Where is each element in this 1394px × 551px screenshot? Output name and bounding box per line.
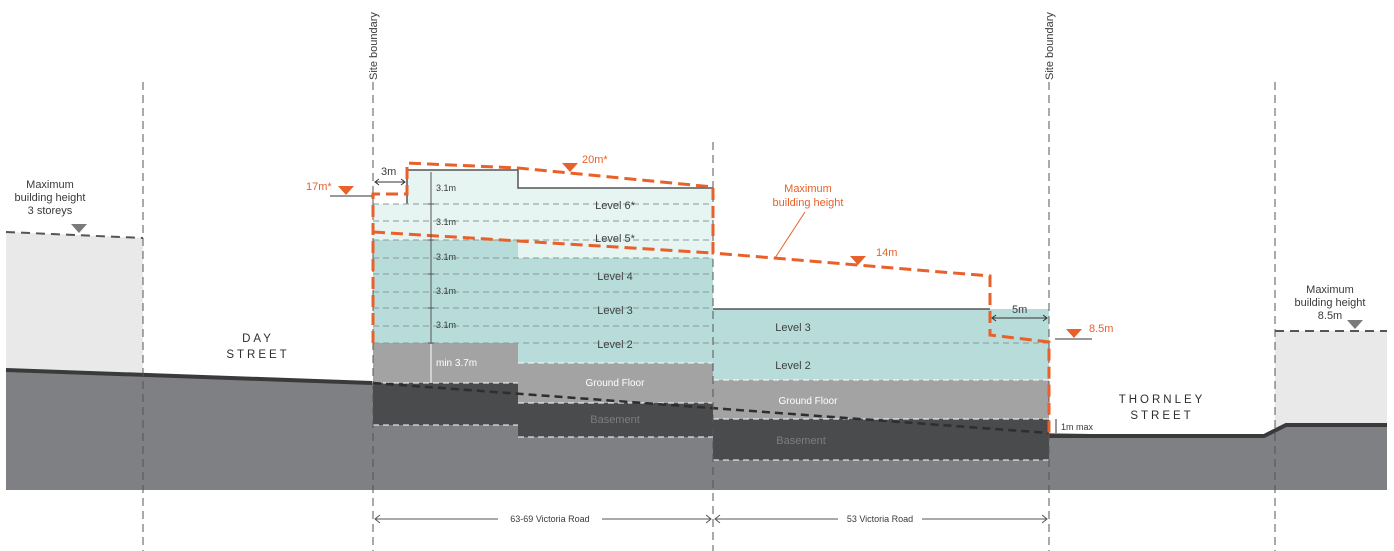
height-14m-label: 14m xyxy=(876,247,897,259)
ground-floor-b-label: Ground Floor xyxy=(779,396,839,407)
floor-dim-1: 3.1m xyxy=(436,183,456,193)
marker-right-neighbour-icon xyxy=(1347,320,1363,329)
thornley-street-label-2: STREET xyxy=(1130,410,1193,422)
site-boundary-right-label: Site boundary xyxy=(1044,12,1056,80)
marker-17m-icon xyxy=(338,186,354,195)
site-boundary-left-label: Site boundary xyxy=(368,12,380,80)
level-2-b-label: Level 2 xyxy=(775,360,810,372)
ground-floor-a-label: Ground Floor xyxy=(586,378,646,389)
floor-dim-5: 3.1m xyxy=(436,320,456,330)
setback-left-label: 3m xyxy=(381,166,396,178)
ground-dim-label: min 3.7m xyxy=(436,358,477,369)
max-height-label-1: Maximum xyxy=(784,183,832,195)
max-height-leader xyxy=(774,211,806,259)
height-17m-label: 17m* xyxy=(306,181,332,193)
right-neighbour-envelope xyxy=(1264,331,1387,438)
lot-right-label: 53 Victoria Road xyxy=(847,514,913,524)
building-a-upper-block xyxy=(373,170,713,258)
right-neighbour-label-1: Maximum xyxy=(1306,284,1354,296)
floor-dim-4: 3.1m xyxy=(436,286,456,296)
building-b-ground xyxy=(713,380,1049,419)
level-4-label: Level 4 xyxy=(597,271,632,283)
marker-20m-icon xyxy=(562,163,578,172)
day-street-label-1: DAY xyxy=(242,333,274,345)
level-6-label: Level 6* xyxy=(595,200,635,212)
thornley-street-label-1: THORNLEY xyxy=(1119,394,1206,406)
day-street-label-2: STREET xyxy=(226,349,289,361)
height-85m-label: 8.5m xyxy=(1089,323,1113,335)
marker-85m-icon xyxy=(1066,329,1082,338)
floor-divisions xyxy=(373,203,1049,344)
floor-dim-3: 3.1m xyxy=(436,252,456,262)
marker-14m-icon xyxy=(850,256,866,265)
right-neighbour-label-3: 8.5m xyxy=(1318,310,1342,322)
thornley-ground-line xyxy=(1049,423,1387,438)
level-3-a-label: Level 3 xyxy=(597,305,632,317)
level-5-label: Level 5* xyxy=(595,233,635,245)
basement-a-label: Basement xyxy=(590,414,640,426)
ground-divisions xyxy=(373,362,1049,461)
building-a-basement-left xyxy=(373,383,518,425)
building-a-teal-right xyxy=(518,258,713,363)
left-neighbour-label-1: Maximum xyxy=(26,179,74,191)
building-a-ground-left xyxy=(373,343,518,383)
building-a-ground-right xyxy=(518,363,713,403)
level-3-b-label: Level 3 xyxy=(775,322,810,334)
marker-left-neighbour-icon xyxy=(71,224,87,233)
left-neighbour-label-2: building height xyxy=(15,192,86,204)
building-a-roof-outline xyxy=(406,169,713,204)
left-neighbour-height-line xyxy=(5,231,144,239)
basement-dim-label: 1m max xyxy=(1061,422,1094,432)
left-neighbour-label-3: 3 storeys xyxy=(28,205,73,217)
max-height-label-2: building height xyxy=(773,197,844,209)
floor-dimension-ticks xyxy=(428,203,434,344)
left-neighbour-envelope xyxy=(6,232,143,378)
lot-left-label: 63-69 Victoria Road xyxy=(510,514,589,524)
building-a-basement-right xyxy=(518,403,713,437)
building-b-teal xyxy=(713,309,1049,380)
floor-dim-2: 3.1m xyxy=(436,217,456,227)
building-b-basement xyxy=(713,419,1049,460)
setback-right-label: 5m xyxy=(1012,304,1027,316)
basement-b-label: Basement xyxy=(776,435,826,447)
natural-ground-dashed xyxy=(372,381,1050,435)
max-height-envelope xyxy=(371,161,1051,433)
level-2-a-label: Level 2 xyxy=(597,339,632,351)
max-height-17m-line xyxy=(372,230,714,255)
right-neighbour-label-2: building height xyxy=(1295,297,1366,309)
existing-ground-line xyxy=(5,368,373,385)
height-20m-label: 20m* xyxy=(582,154,608,166)
